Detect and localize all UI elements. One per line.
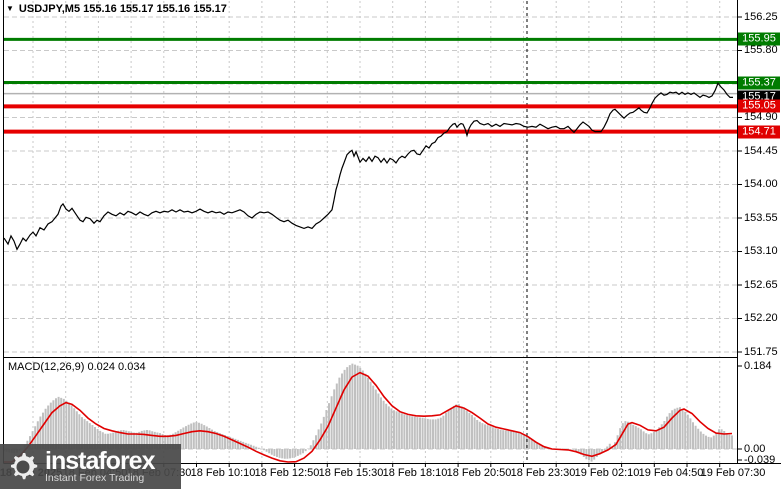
symbol-ohlc-line: ▼ USDJPY,M5 155.16 155.17 155.16 155.17 — [6, 3, 227, 15]
brand-name: instaforex — [45, 447, 155, 475]
gear-icon — [11, 452, 38, 479]
price-line — [3, 82, 733, 251]
broker-watermark: instaforex Instant Forex Trading — [0, 444, 181, 489]
symbol-ohlc-text: USDJPY,M5 155.16 155.17 155.16 155.17 — [18, 3, 227, 15]
brand-tagline: Instant Forex Trading — [45, 472, 145, 484]
macd-signal-line — [4, 371, 733, 463]
symbol-dropdown-icon[interactable]: ▼ — [6, 4, 14, 13]
